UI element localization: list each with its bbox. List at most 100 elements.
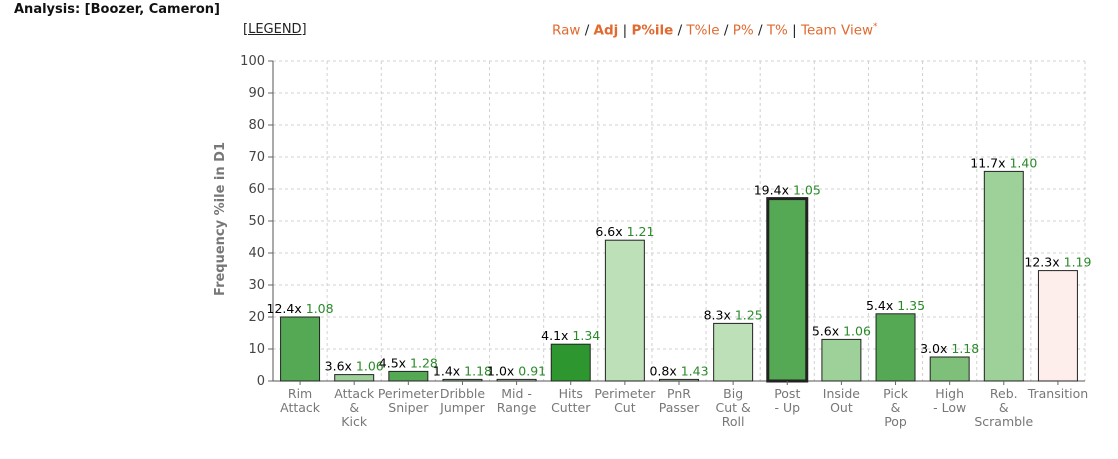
bar-multiplier: 8.3x — [704, 307, 731, 322]
x-tick-label: Attack — [280, 400, 321, 415]
bar-value-label: 5.4x 1.35 — [866, 298, 925, 313]
bar — [1037, 270, 1078, 382]
x-tick-label: High — [935, 386, 964, 401]
x-tick-label: Attack — [334, 386, 375, 401]
x-tick-label: Cutter — [551, 400, 591, 415]
x-tick-label: Transition — [1027, 386, 1088, 401]
y-tick-label: 40 — [248, 246, 265, 261]
bar-efficiency: 1.08 — [302, 301, 334, 316]
bar-value-label: 1.0x 0.91 — [487, 363, 546, 378]
bar-value-label: 0.8x 1.43 — [649, 363, 708, 378]
view-team-link[interactable]: Team View — [801, 22, 874, 39]
x-tick-label: Pop — [884, 414, 907, 429]
x-tick-label: & — [349, 400, 359, 415]
bar-efficiency: 1.35 — [893, 298, 925, 313]
bar-multiplier: 19.4x — [754, 183, 789, 198]
bar — [659, 378, 699, 382]
bar-value-label: 19.4x 1.05 — [754, 183, 821, 198]
bar — [766, 197, 809, 383]
x-tick-label: Perimeter — [378, 386, 440, 401]
bar — [442, 378, 483, 382]
bar-value-label: 8.3x 1.25 — [704, 307, 763, 322]
x-tick-label: Out — [830, 400, 853, 415]
x-tick-label: Passer — [659, 400, 700, 415]
bar-multiplier: 5.6x — [812, 323, 839, 338]
legend-link[interactable]: [LEGEND] — [243, 22, 307, 37]
bar-value-label: 4.5x 1.28 — [379, 355, 438, 370]
bar-efficiency: 1.40 — [1006, 155, 1038, 170]
bar-efficiency: 1.43 — [677, 363, 709, 378]
bar-efficiency: 1.28 — [406, 355, 438, 370]
bar-multiplier: 4.5x — [379, 355, 406, 370]
y-tick-label: 50 — [248, 214, 265, 229]
x-tick-label: Hits — [559, 386, 583, 401]
bar — [604, 239, 645, 382]
bar-efficiency: 1.18 — [460, 363, 492, 378]
x-tick-label: Roll — [722, 414, 745, 429]
bar-value-label: 12.3x 1.19 — [1024, 255, 1091, 270]
bar-multiplier: 5.4x — [866, 298, 893, 313]
y-tick-label: 90 — [248, 86, 265, 101]
bar — [388, 370, 429, 382]
bar-value-label: 5.6x 1.06 — [812, 323, 871, 338]
analysis-title: Analysis: [Boozer, Cameron] — [14, 2, 220, 17]
y-tick-label: 10 — [248, 342, 265, 357]
view-tpct-link[interactable]: T% — [766, 22, 788, 39]
bar — [821, 338, 862, 382]
bar-value-label: 11.7x 1.40 — [970, 155, 1037, 170]
bar-multiplier: 0.8x — [649, 363, 676, 378]
x-tick-label: Reb. — [990, 386, 1018, 401]
bar-value-label: 6.6x 1.21 — [595, 224, 654, 239]
bar-value-label: 12.4x 1.08 — [267, 301, 334, 316]
y-tick-label: 20 — [248, 310, 265, 325]
x-tick-label: Perimeter — [594, 386, 656, 401]
bar-efficiency: 1.25 — [731, 307, 763, 322]
view-separator: / — [673, 22, 687, 39]
x-tick-label: & — [891, 400, 901, 415]
bar — [875, 313, 916, 382]
x-tick-label: Kick — [341, 414, 368, 429]
bar-efficiency: 0.91 — [514, 363, 546, 378]
x-tick-label: Jumper — [439, 400, 485, 415]
view-raw-link[interactable]: Raw — [552, 22, 581, 39]
bar-efficiency: 1.18 — [947, 341, 979, 356]
x-tick-label: Rim — [288, 386, 312, 401]
x-tick-label: Sniper — [388, 400, 429, 415]
bar-efficiency: 1.21 — [623, 224, 655, 239]
bar-multiplier: 12.3x — [1024, 255, 1059, 270]
bar-multiplier: 3.6x — [325, 359, 352, 374]
view-ppct-link[interactable]: P% — [732, 22, 754, 39]
bar-multiplier: 4.1x — [541, 328, 568, 343]
bar-efficiency: 1.34 — [568, 328, 600, 343]
view-separator: / — [753, 22, 767, 39]
bar-value-label: 3.6x 1.06 — [325, 359, 384, 374]
x-tick-label: Range — [497, 400, 537, 415]
bar-multiplier: 11.7x — [970, 155, 1005, 170]
y-tick-label: 80 — [248, 118, 265, 133]
bar-multiplier: 12.4x — [267, 301, 302, 316]
bar-multiplier: 1.4x — [433, 363, 460, 378]
view-separator: | — [618, 22, 632, 39]
x-tick-label: & — [999, 400, 1009, 415]
y-tick-label: 60 — [248, 182, 265, 197]
bar — [334, 374, 375, 382]
bar — [929, 356, 970, 382]
bar — [983, 170, 1024, 382]
x-tick-label: Dribble — [440, 386, 486, 401]
view-separator: / — [719, 22, 733, 39]
bar — [280, 316, 321, 382]
x-tick-label: Mid - — [501, 386, 532, 401]
y-tick-label: 0 — [257, 374, 265, 389]
view-tpctle-link[interactable]: T%le — [686, 22, 720, 39]
view-pctile-link[interactable]: P%ile — [631, 22, 674, 39]
bar-value-label: 1.4x 1.18 — [433, 363, 492, 378]
x-tick-label: Pick — [883, 386, 909, 401]
x-tick-label: PnR — [667, 386, 691, 401]
x-tick-label: Scramble — [974, 414, 1033, 429]
bar-multiplier: 1.0x — [487, 363, 514, 378]
bar-efficiency: 1.06 — [352, 359, 384, 374]
view-adj-link[interactable]: Adj — [593, 22, 619, 39]
bar — [496, 378, 537, 382]
bar — [550, 343, 591, 382]
